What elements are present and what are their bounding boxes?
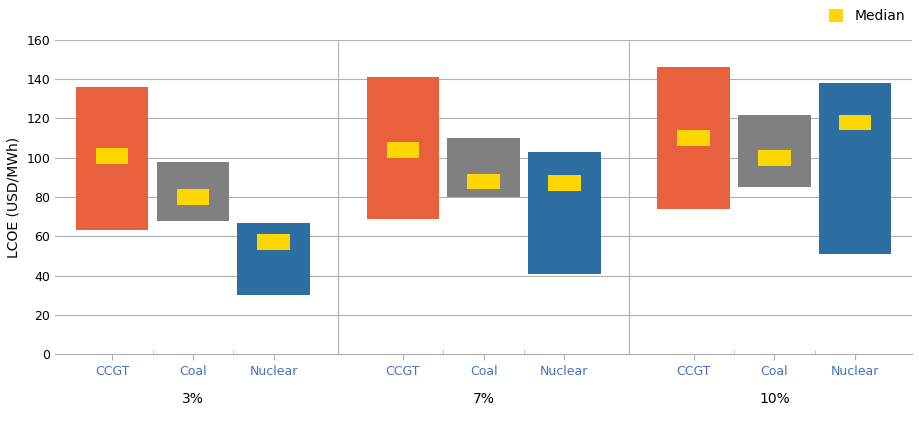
- Bar: [839, 114, 871, 130]
- Legend: Median: Median: [830, 9, 905, 23]
- Bar: [819, 83, 891, 254]
- Y-axis label: LCOE (USD/MWh): LCOE (USD/MWh): [7, 137, 21, 257]
- Bar: [367, 77, 439, 219]
- Bar: [448, 138, 520, 197]
- Bar: [528, 152, 601, 274]
- Text: 10%: 10%: [759, 392, 789, 406]
- Bar: [677, 130, 710, 146]
- Bar: [657, 67, 730, 209]
- Text: 7%: 7%: [472, 392, 494, 406]
- Bar: [738, 114, 811, 187]
- Bar: [758, 150, 790, 165]
- Bar: [237, 222, 310, 295]
- Text: 3%: 3%: [182, 392, 204, 406]
- Bar: [548, 175, 581, 191]
- Bar: [176, 189, 210, 205]
- Bar: [387, 142, 419, 158]
- Bar: [156, 162, 229, 221]
- Bar: [96, 148, 129, 164]
- Bar: [468, 174, 500, 189]
- Bar: [257, 235, 289, 250]
- Bar: [76, 87, 148, 231]
